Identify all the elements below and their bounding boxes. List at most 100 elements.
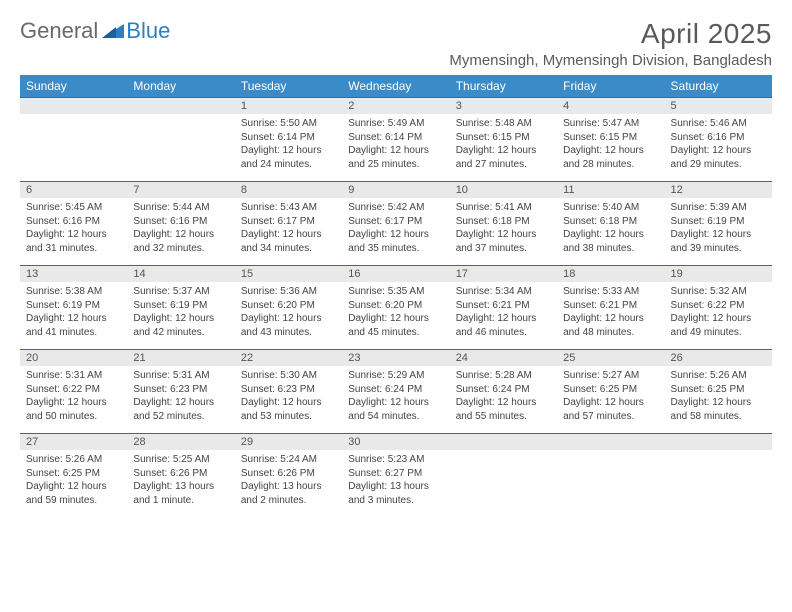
calendar-cell-empty xyxy=(20,97,127,181)
daylight-line: Daylight: 12 hours and 29 minutes. xyxy=(671,144,766,171)
day-body: Sunrise: 5:46 AMSunset: 6:16 PMDaylight:… xyxy=(665,114,772,175)
calendar-cell: 29Sunrise: 5:24 AMSunset: 6:26 PMDayligh… xyxy=(235,433,342,517)
weekday-header: Thursday xyxy=(450,75,557,97)
sunset-line: Sunset: 6:18 PM xyxy=(456,215,551,229)
day-number-empty xyxy=(127,97,234,114)
sunset-line: Sunset: 6:21 PM xyxy=(456,299,551,313)
calendar-cell: 13Sunrise: 5:38 AMSunset: 6:19 PMDayligh… xyxy=(20,265,127,349)
day-number: 22 xyxy=(235,349,342,366)
calendar-cell: 4Sunrise: 5:47 AMSunset: 6:15 PMDaylight… xyxy=(557,97,664,181)
day-number: 21 xyxy=(127,349,234,366)
sunrise-line: Sunrise: 5:47 AM xyxy=(563,117,658,131)
day-body: Sunrise: 5:25 AMSunset: 6:26 PMDaylight:… xyxy=(127,450,234,511)
day-number-empty xyxy=(450,433,557,450)
sunset-line: Sunset: 6:14 PM xyxy=(348,131,443,145)
calendar-cell: 12Sunrise: 5:39 AMSunset: 6:19 PMDayligh… xyxy=(665,181,772,265)
day-body-empty xyxy=(20,114,127,121)
calendar-cell: 7Sunrise: 5:44 AMSunset: 6:16 PMDaylight… xyxy=(127,181,234,265)
sunrise-line: Sunrise: 5:43 AM xyxy=(241,201,336,215)
day-number: 19 xyxy=(665,265,772,282)
sunrise-line: Sunrise: 5:23 AM xyxy=(348,453,443,467)
calendar-cell: 16Sunrise: 5:35 AMSunset: 6:20 PMDayligh… xyxy=(342,265,449,349)
day-number: 4 xyxy=(557,97,664,114)
daylight-line: Daylight: 12 hours and 34 minutes. xyxy=(241,228,336,255)
sunrise-line: Sunrise: 5:30 AM xyxy=(241,369,336,383)
daylight-line: Daylight: 12 hours and 41 minutes. xyxy=(26,312,121,339)
daylight-line: Daylight: 12 hours and 31 minutes. xyxy=(26,228,121,255)
calendar-cell-empty xyxy=(450,433,557,517)
weekday-header: Friday xyxy=(557,75,664,97)
day-number: 20 xyxy=(20,349,127,366)
logo-triangle-icon xyxy=(102,18,124,44)
sunrise-line: Sunrise: 5:27 AM xyxy=(563,369,658,383)
day-body: Sunrise: 5:32 AMSunset: 6:22 PMDaylight:… xyxy=(665,282,772,343)
sunset-line: Sunset: 6:24 PM xyxy=(348,383,443,397)
calendar-week-row: 13Sunrise: 5:38 AMSunset: 6:19 PMDayligh… xyxy=(20,265,772,349)
day-body-empty xyxy=(450,450,557,457)
calendar-cell: 6Sunrise: 5:45 AMSunset: 6:16 PMDaylight… xyxy=(20,181,127,265)
calendar-cell: 25Sunrise: 5:27 AMSunset: 6:25 PMDayligh… xyxy=(557,349,664,433)
logo: General Blue xyxy=(20,18,170,44)
sunrise-line: Sunrise: 5:34 AM xyxy=(456,285,551,299)
day-number: 3 xyxy=(450,97,557,114)
day-body: Sunrise: 5:28 AMSunset: 6:24 PMDaylight:… xyxy=(450,366,557,427)
daylight-line: Daylight: 12 hours and 53 minutes. xyxy=(241,396,336,423)
sunset-line: Sunset: 6:25 PM xyxy=(671,383,766,397)
day-number: 6 xyxy=(20,181,127,198)
sunset-line: Sunset: 6:20 PM xyxy=(241,299,336,313)
day-body: Sunrise: 5:50 AMSunset: 6:14 PMDaylight:… xyxy=(235,114,342,175)
day-body-empty xyxy=(127,114,234,121)
calendar-cell: 18Sunrise: 5:33 AMSunset: 6:21 PMDayligh… xyxy=(557,265,664,349)
sunrise-line: Sunrise: 5:36 AM xyxy=(241,285,336,299)
daylight-line: Daylight: 12 hours and 54 minutes. xyxy=(348,396,443,423)
day-body: Sunrise: 5:38 AMSunset: 6:19 PMDaylight:… xyxy=(20,282,127,343)
sunset-line: Sunset: 6:26 PM xyxy=(133,467,228,481)
sunset-line: Sunset: 6:26 PM xyxy=(241,467,336,481)
sunset-line: Sunset: 6:17 PM xyxy=(241,215,336,229)
day-number: 5 xyxy=(665,97,772,114)
calendar-body: 1Sunrise: 5:50 AMSunset: 6:14 PMDaylight… xyxy=(20,97,772,517)
calendar-cell: 5Sunrise: 5:46 AMSunset: 6:16 PMDaylight… xyxy=(665,97,772,181)
daylight-line: Daylight: 12 hours and 25 minutes. xyxy=(348,144,443,171)
sunset-line: Sunset: 6:24 PM xyxy=(456,383,551,397)
logo-text-blue: Blue xyxy=(126,18,170,44)
calendar-week-row: 6Sunrise: 5:45 AMSunset: 6:16 PMDaylight… xyxy=(20,181,772,265)
daylight-line: Daylight: 12 hours and 59 minutes. xyxy=(26,480,121,507)
day-number-empty xyxy=(20,97,127,114)
calendar-cell: 8Sunrise: 5:43 AMSunset: 6:17 PMDaylight… xyxy=(235,181,342,265)
sunset-line: Sunset: 6:14 PM xyxy=(241,131,336,145)
sunrise-line: Sunrise: 5:33 AM xyxy=(563,285,658,299)
calendar-cell: 20Sunrise: 5:31 AMSunset: 6:22 PMDayligh… xyxy=(20,349,127,433)
day-number: 1 xyxy=(235,97,342,114)
daylight-line: Daylight: 12 hours and 46 minutes. xyxy=(456,312,551,339)
weekday-header: Tuesday xyxy=(235,75,342,97)
calendar-cell: 24Sunrise: 5:28 AMSunset: 6:24 PMDayligh… xyxy=(450,349,557,433)
daylight-line: Daylight: 12 hours and 45 minutes. xyxy=(348,312,443,339)
day-number: 27 xyxy=(20,433,127,450)
calendar-cell: 14Sunrise: 5:37 AMSunset: 6:19 PMDayligh… xyxy=(127,265,234,349)
day-body: Sunrise: 5:30 AMSunset: 6:23 PMDaylight:… xyxy=(235,366,342,427)
sunrise-line: Sunrise: 5:39 AM xyxy=(671,201,766,215)
day-body: Sunrise: 5:43 AMSunset: 6:17 PMDaylight:… xyxy=(235,198,342,259)
sunset-line: Sunset: 6:19 PM xyxy=(26,299,121,313)
day-body: Sunrise: 5:24 AMSunset: 6:26 PMDaylight:… xyxy=(235,450,342,511)
sunset-line: Sunset: 6:16 PM xyxy=(671,131,766,145)
day-body: Sunrise: 5:37 AMSunset: 6:19 PMDaylight:… xyxy=(127,282,234,343)
calendar-page: General Blue April 2025 Mymensingh, Myme… xyxy=(0,0,792,537)
day-body: Sunrise: 5:42 AMSunset: 6:17 PMDaylight:… xyxy=(342,198,449,259)
day-body: Sunrise: 5:45 AMSunset: 6:16 PMDaylight:… xyxy=(20,198,127,259)
sunset-line: Sunset: 6:25 PM xyxy=(26,467,121,481)
sunrise-line: Sunrise: 5:35 AM xyxy=(348,285,443,299)
day-number: 16 xyxy=(342,265,449,282)
calendar-cell: 28Sunrise: 5:25 AMSunset: 6:26 PMDayligh… xyxy=(127,433,234,517)
day-number: 15 xyxy=(235,265,342,282)
sunset-line: Sunset: 6:23 PM xyxy=(133,383,228,397)
sunrise-line: Sunrise: 5:41 AM xyxy=(456,201,551,215)
day-number: 28 xyxy=(127,433,234,450)
calendar-cell: 21Sunrise: 5:31 AMSunset: 6:23 PMDayligh… xyxy=(127,349,234,433)
daylight-line: Daylight: 12 hours and 28 minutes. xyxy=(563,144,658,171)
day-body: Sunrise: 5:47 AMSunset: 6:15 PMDaylight:… xyxy=(557,114,664,175)
sunset-line: Sunset: 6:16 PM xyxy=(133,215,228,229)
calendar-cell: 27Sunrise: 5:26 AMSunset: 6:25 PMDayligh… xyxy=(20,433,127,517)
daylight-line: Daylight: 12 hours and 24 minutes. xyxy=(241,144,336,171)
